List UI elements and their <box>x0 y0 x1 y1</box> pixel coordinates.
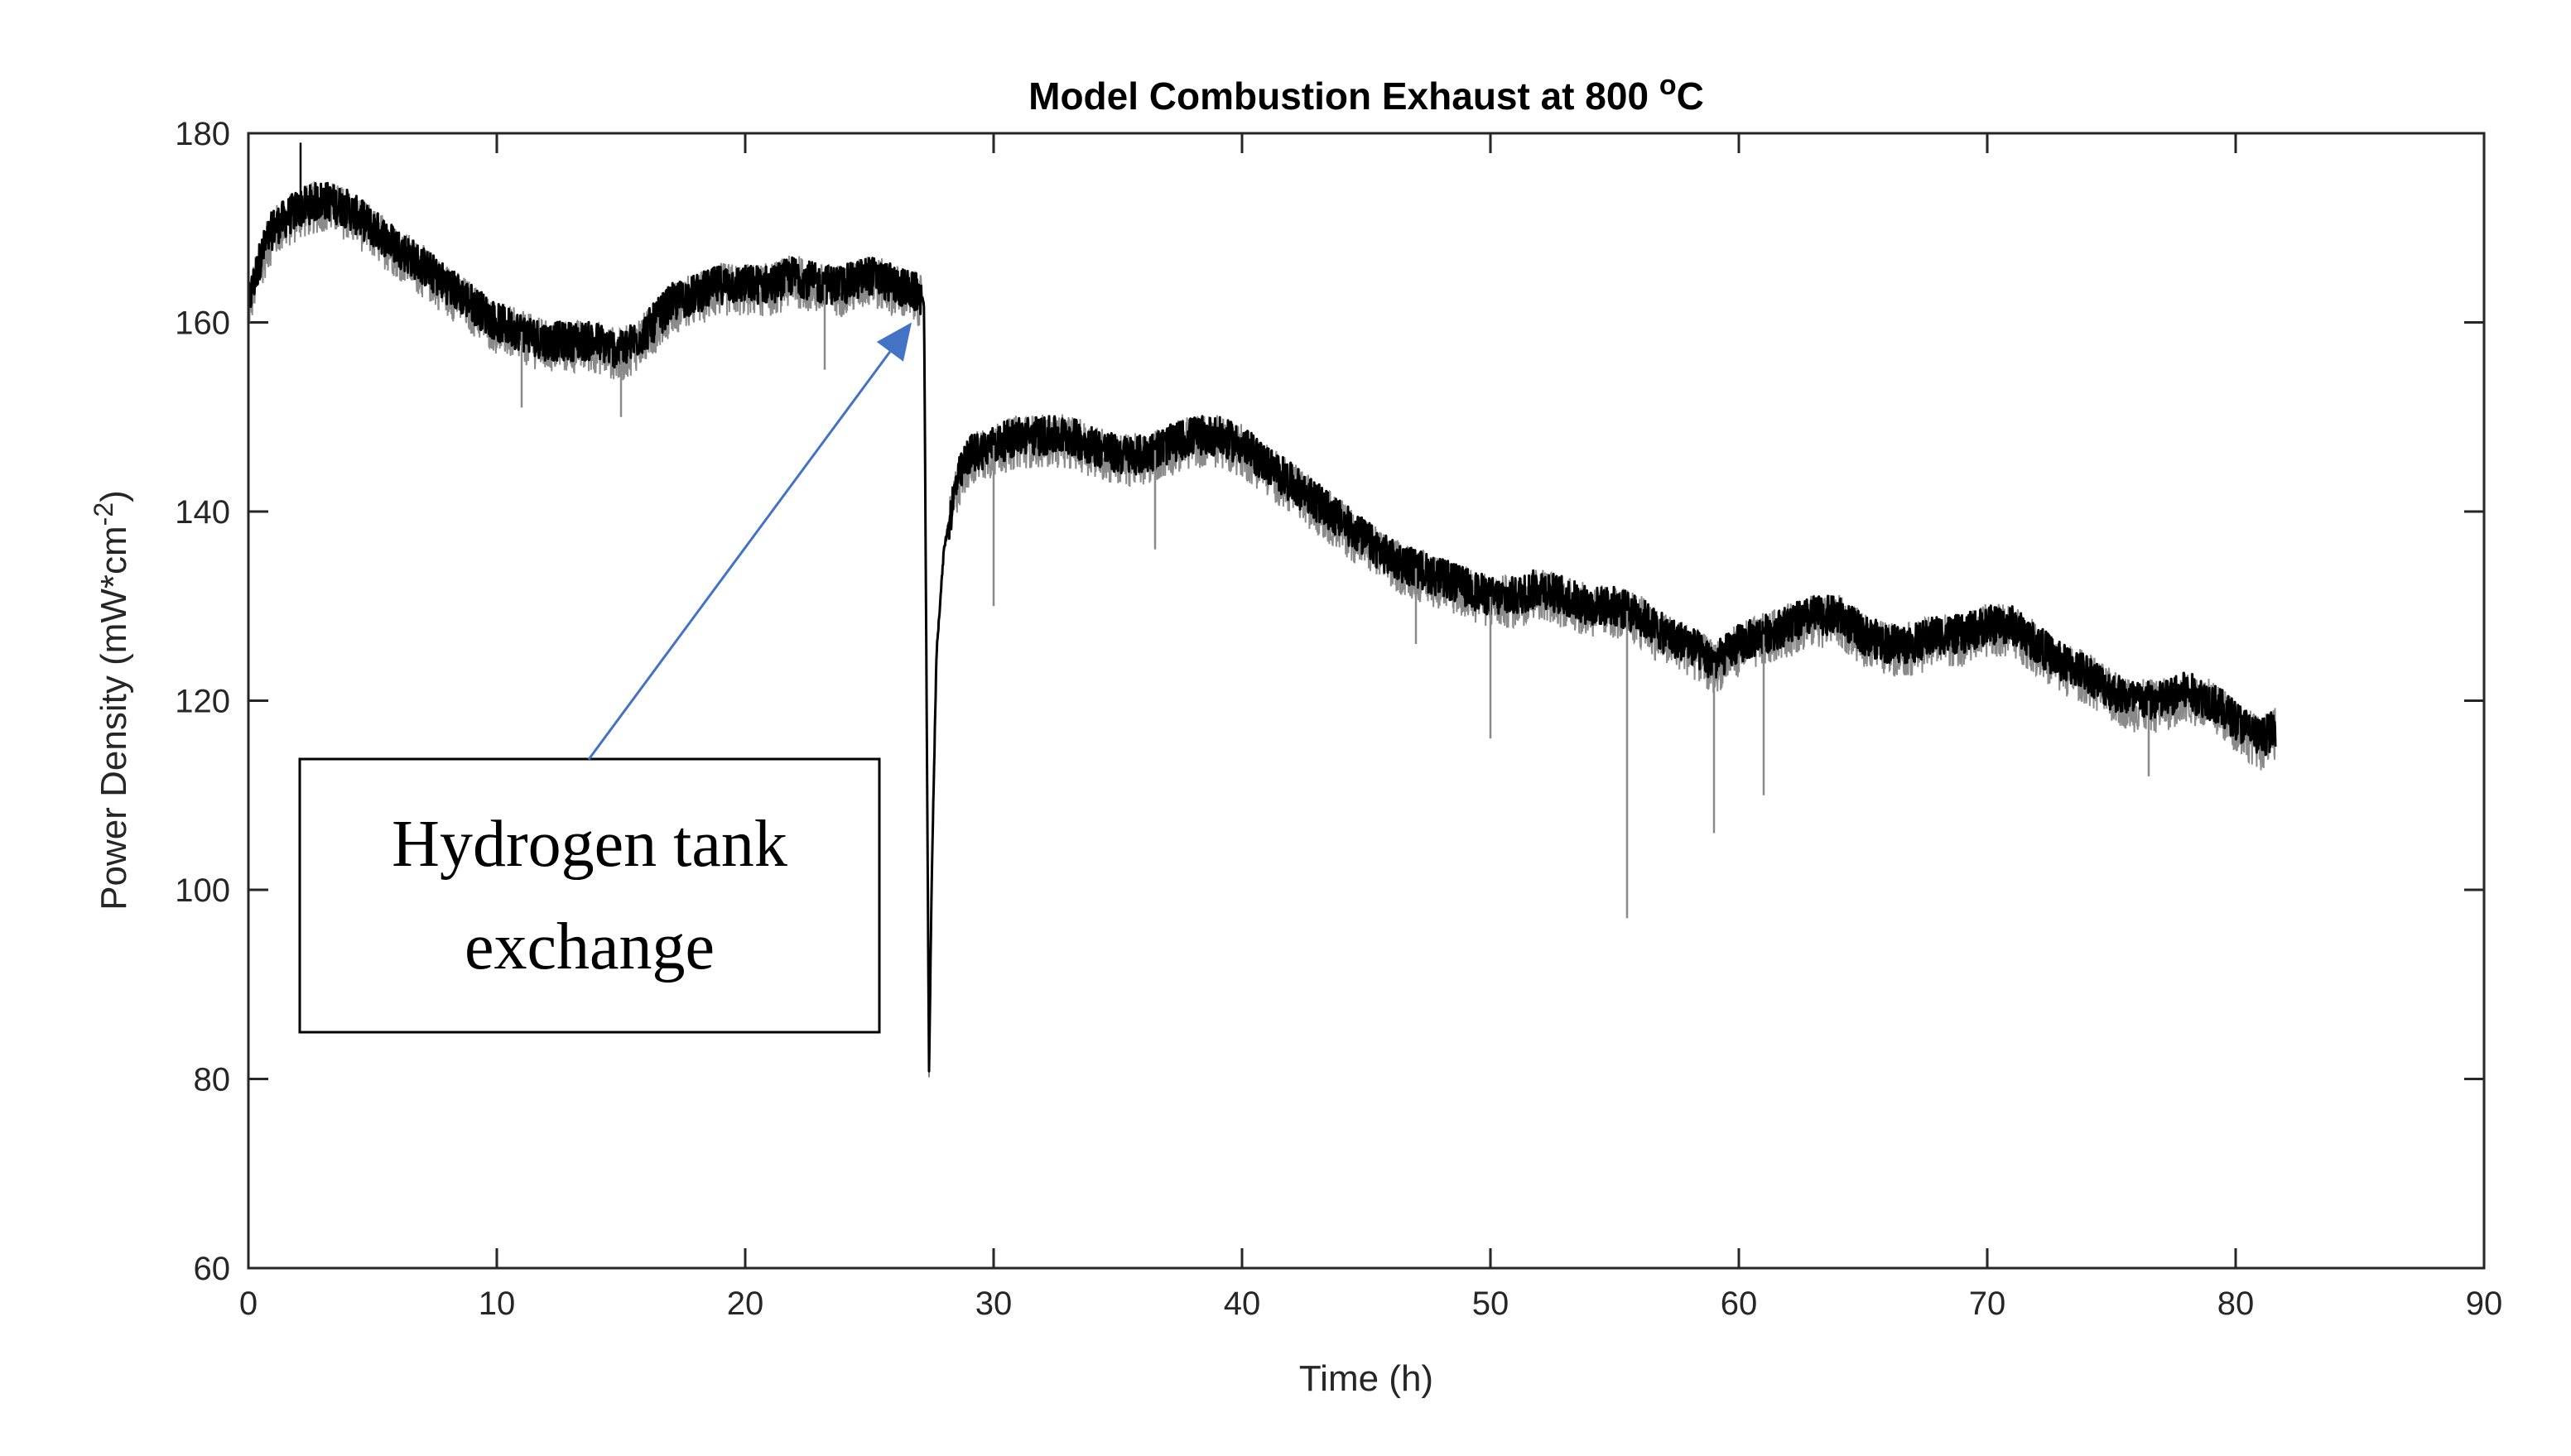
x-tick-label: 70 <box>1969 1285 2006 1322</box>
x-tick-label: 80 <box>2217 1285 2255 1322</box>
y-axis-ticks: 60 80 100 120 140 160 180 <box>175 116 2484 1287</box>
y-tick-label: 80 <box>194 1062 231 1098</box>
x-tick-label: 50 <box>1472 1285 1509 1322</box>
annotation-arrow-head <box>876 322 912 362</box>
y-tick-label: 60 <box>194 1251 231 1287</box>
x-tick-label: 0 <box>239 1285 258 1322</box>
x-axis-label: Time (h) <box>1299 1358 1433 1399</box>
annotation-arrow-line <box>587 350 892 761</box>
x-tick-label: 40 <box>1224 1285 1261 1322</box>
annotation: Hydrogen tank exchange <box>298 322 912 1034</box>
x-tick-label: 90 <box>2466 1285 2503 1322</box>
y-tick-label: 180 <box>175 116 230 152</box>
series-layer <box>247 142 2277 1078</box>
series-line <box>247 181 2277 1073</box>
x-tick-label: 60 <box>1721 1285 1758 1322</box>
x-tick-label: 30 <box>975 1285 1013 1322</box>
y-tick-label: 140 <box>175 494 230 531</box>
y-tick-label: 120 <box>175 684 230 720</box>
annotation-text-line-1: Hydrogen tank <box>392 808 787 881</box>
y-tick-label: 100 <box>175 872 230 909</box>
x-tick-label: 20 <box>727 1285 764 1322</box>
x-axis-ticks: 0 10 20 30 40 50 60 70 80 90 <box>239 133 2502 1322</box>
annotation-text-line-2: exchange <box>465 911 715 983</box>
chart-title: Model Combustion Exhaust at 800 oC <box>1028 70 1704 118</box>
y-tick-label: 160 <box>175 305 230 342</box>
plot-frame <box>247 132 2486 1270</box>
x-tick-label: 10 <box>479 1285 516 1322</box>
y-axis-label: Power Density (mW*cm-2) <box>89 490 134 911</box>
annotation-box <box>298 757 881 1034</box>
